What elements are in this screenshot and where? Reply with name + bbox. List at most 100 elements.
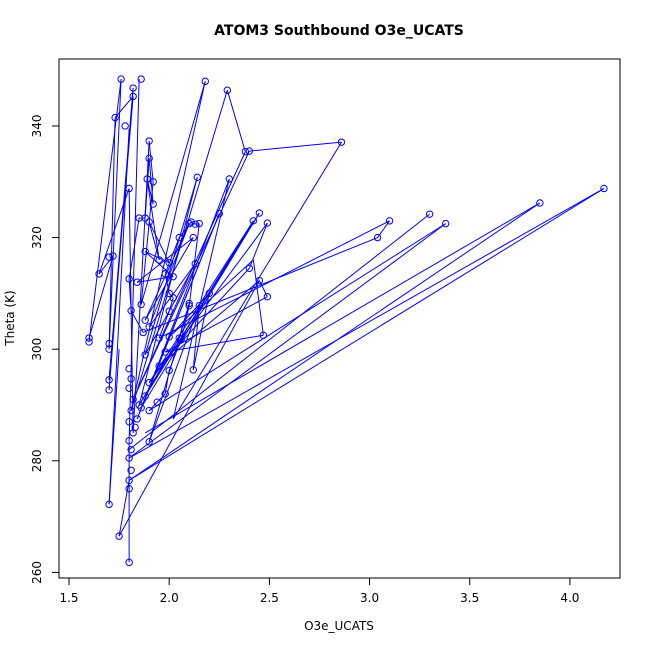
data-point xyxy=(105,339,113,348)
data-point xyxy=(223,86,232,94)
data-point xyxy=(125,275,133,283)
data-point xyxy=(165,258,173,267)
data-point xyxy=(139,328,147,337)
y-tick-label: 340 xyxy=(30,115,44,138)
data-point xyxy=(135,214,143,222)
series-line-segment xyxy=(128,79,140,441)
data-point xyxy=(161,270,169,278)
data-point xyxy=(125,485,133,493)
series-line-segment xyxy=(144,177,198,355)
series-line-segment xyxy=(144,237,194,321)
data-point xyxy=(175,233,183,242)
data-point xyxy=(137,300,145,309)
data-point xyxy=(131,423,139,432)
data-point xyxy=(125,418,133,426)
series-line-segment xyxy=(148,305,200,443)
x-axis: 1.5 2.0 2.5 3.0 3.5 4.0 xyxy=(59,578,579,605)
series-line-segment xyxy=(172,178,230,420)
data-point xyxy=(127,375,135,383)
data-point xyxy=(195,219,203,228)
data-point xyxy=(125,476,133,485)
series-line-segment xyxy=(165,334,264,353)
data-point xyxy=(129,84,137,92)
series-points xyxy=(85,75,608,567)
data-point xyxy=(129,92,137,101)
data-point xyxy=(245,264,254,272)
data-point xyxy=(85,334,93,342)
series-line-segment xyxy=(137,276,174,283)
series-line-segment xyxy=(128,188,605,459)
data-point xyxy=(125,184,133,193)
chart-title: ATOM3 Southbound O3e_UCATS xyxy=(214,23,464,39)
series-line-segment xyxy=(148,223,446,412)
data-point xyxy=(161,348,169,356)
series-line-segment xyxy=(180,305,190,340)
data-point xyxy=(536,199,544,207)
series-line-segment xyxy=(148,223,190,328)
data-point xyxy=(189,233,197,242)
data-point xyxy=(249,217,258,225)
series-line-segment xyxy=(128,223,446,459)
y-tick-label: 280 xyxy=(30,449,44,472)
data-point xyxy=(105,500,113,509)
x-tick-label: 2.0 xyxy=(160,591,179,605)
series-line-segment xyxy=(192,293,210,370)
series-line-segment xyxy=(164,296,268,353)
x-axis-label: O3e_UCATS xyxy=(304,619,374,633)
x-tick-label: 4.0 xyxy=(560,591,579,605)
data-point xyxy=(141,351,149,359)
data-point xyxy=(117,75,125,83)
series-line-segment xyxy=(164,370,170,394)
data-point xyxy=(155,334,163,342)
x-tick-label: 3.5 xyxy=(460,591,479,605)
series-line-segment xyxy=(128,188,605,481)
data-point xyxy=(125,558,133,567)
series-line-segment xyxy=(156,393,166,403)
data-point xyxy=(129,395,137,404)
data-point xyxy=(385,217,394,225)
data-point xyxy=(105,345,113,353)
data-point xyxy=(185,301,193,310)
data-point xyxy=(149,200,157,208)
series-line-segment xyxy=(148,221,170,263)
data-point xyxy=(600,184,608,193)
y-axis-label: Theta (K) xyxy=(3,290,17,346)
series-line-segment xyxy=(226,90,246,152)
series-line-segment xyxy=(172,141,342,420)
data-point xyxy=(255,209,264,217)
series-line-segment xyxy=(138,177,198,406)
series-line-segment xyxy=(108,117,116,350)
data-point xyxy=(165,333,173,341)
data-point xyxy=(441,219,450,228)
y-tick-label: 320 xyxy=(30,226,44,249)
data-point xyxy=(145,406,153,415)
data-point xyxy=(245,147,254,155)
series-line-segment xyxy=(252,259,264,336)
data-point xyxy=(165,307,173,315)
series-line-segment xyxy=(158,220,390,339)
series-line-segment xyxy=(142,237,378,333)
series-line-segment xyxy=(144,202,541,434)
series-line-segment xyxy=(132,150,250,400)
data-point xyxy=(145,218,153,226)
series-line-segment xyxy=(98,188,130,275)
data-point xyxy=(125,437,133,445)
series-line-segment xyxy=(108,87,134,390)
series-line-segment xyxy=(140,81,206,305)
series-line-segment xyxy=(128,217,140,279)
data-point xyxy=(205,289,213,298)
series-lines xyxy=(88,79,605,563)
data-point xyxy=(263,219,272,227)
series-line-segment xyxy=(164,237,180,275)
data-point xyxy=(141,316,149,324)
x-tick-label: 2.5 xyxy=(260,591,279,605)
series-line-segment xyxy=(118,280,260,537)
data-point xyxy=(149,178,157,186)
data-point xyxy=(133,278,141,286)
series-line-segment xyxy=(118,480,130,537)
data-point xyxy=(187,218,195,226)
data-point xyxy=(125,384,133,392)
series-line-segment xyxy=(144,158,150,219)
series-line-segment xyxy=(140,181,154,305)
data-point xyxy=(193,173,201,182)
